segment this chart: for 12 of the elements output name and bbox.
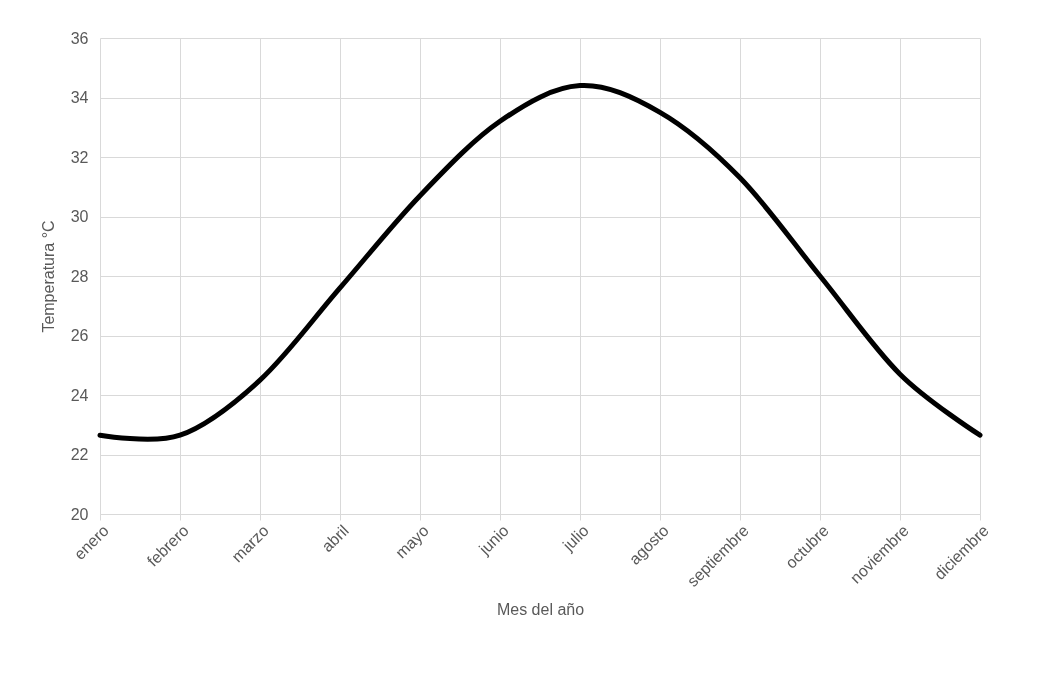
y-tick-label: 22	[70, 446, 89, 463]
x-tick-label: julio	[558, 521, 592, 555]
y-tick-label: 20	[70, 505, 89, 523]
y-tick-label: 28	[70, 267, 89, 285]
y-tick-label: 30	[70, 208, 89, 225]
y-tick-label: 24	[70, 386, 89, 404]
y-tick-label: 32	[70, 148, 89, 166]
y-tick-label: 26	[70, 327, 89, 344]
y-tick-label: 36	[70, 29, 89, 47]
y-tick-label: 34	[70, 89, 89, 106]
x-axis-title: Mes del año	[496, 600, 585, 618]
y-axis-title: Temperatura °C	[39, 220, 57, 333]
